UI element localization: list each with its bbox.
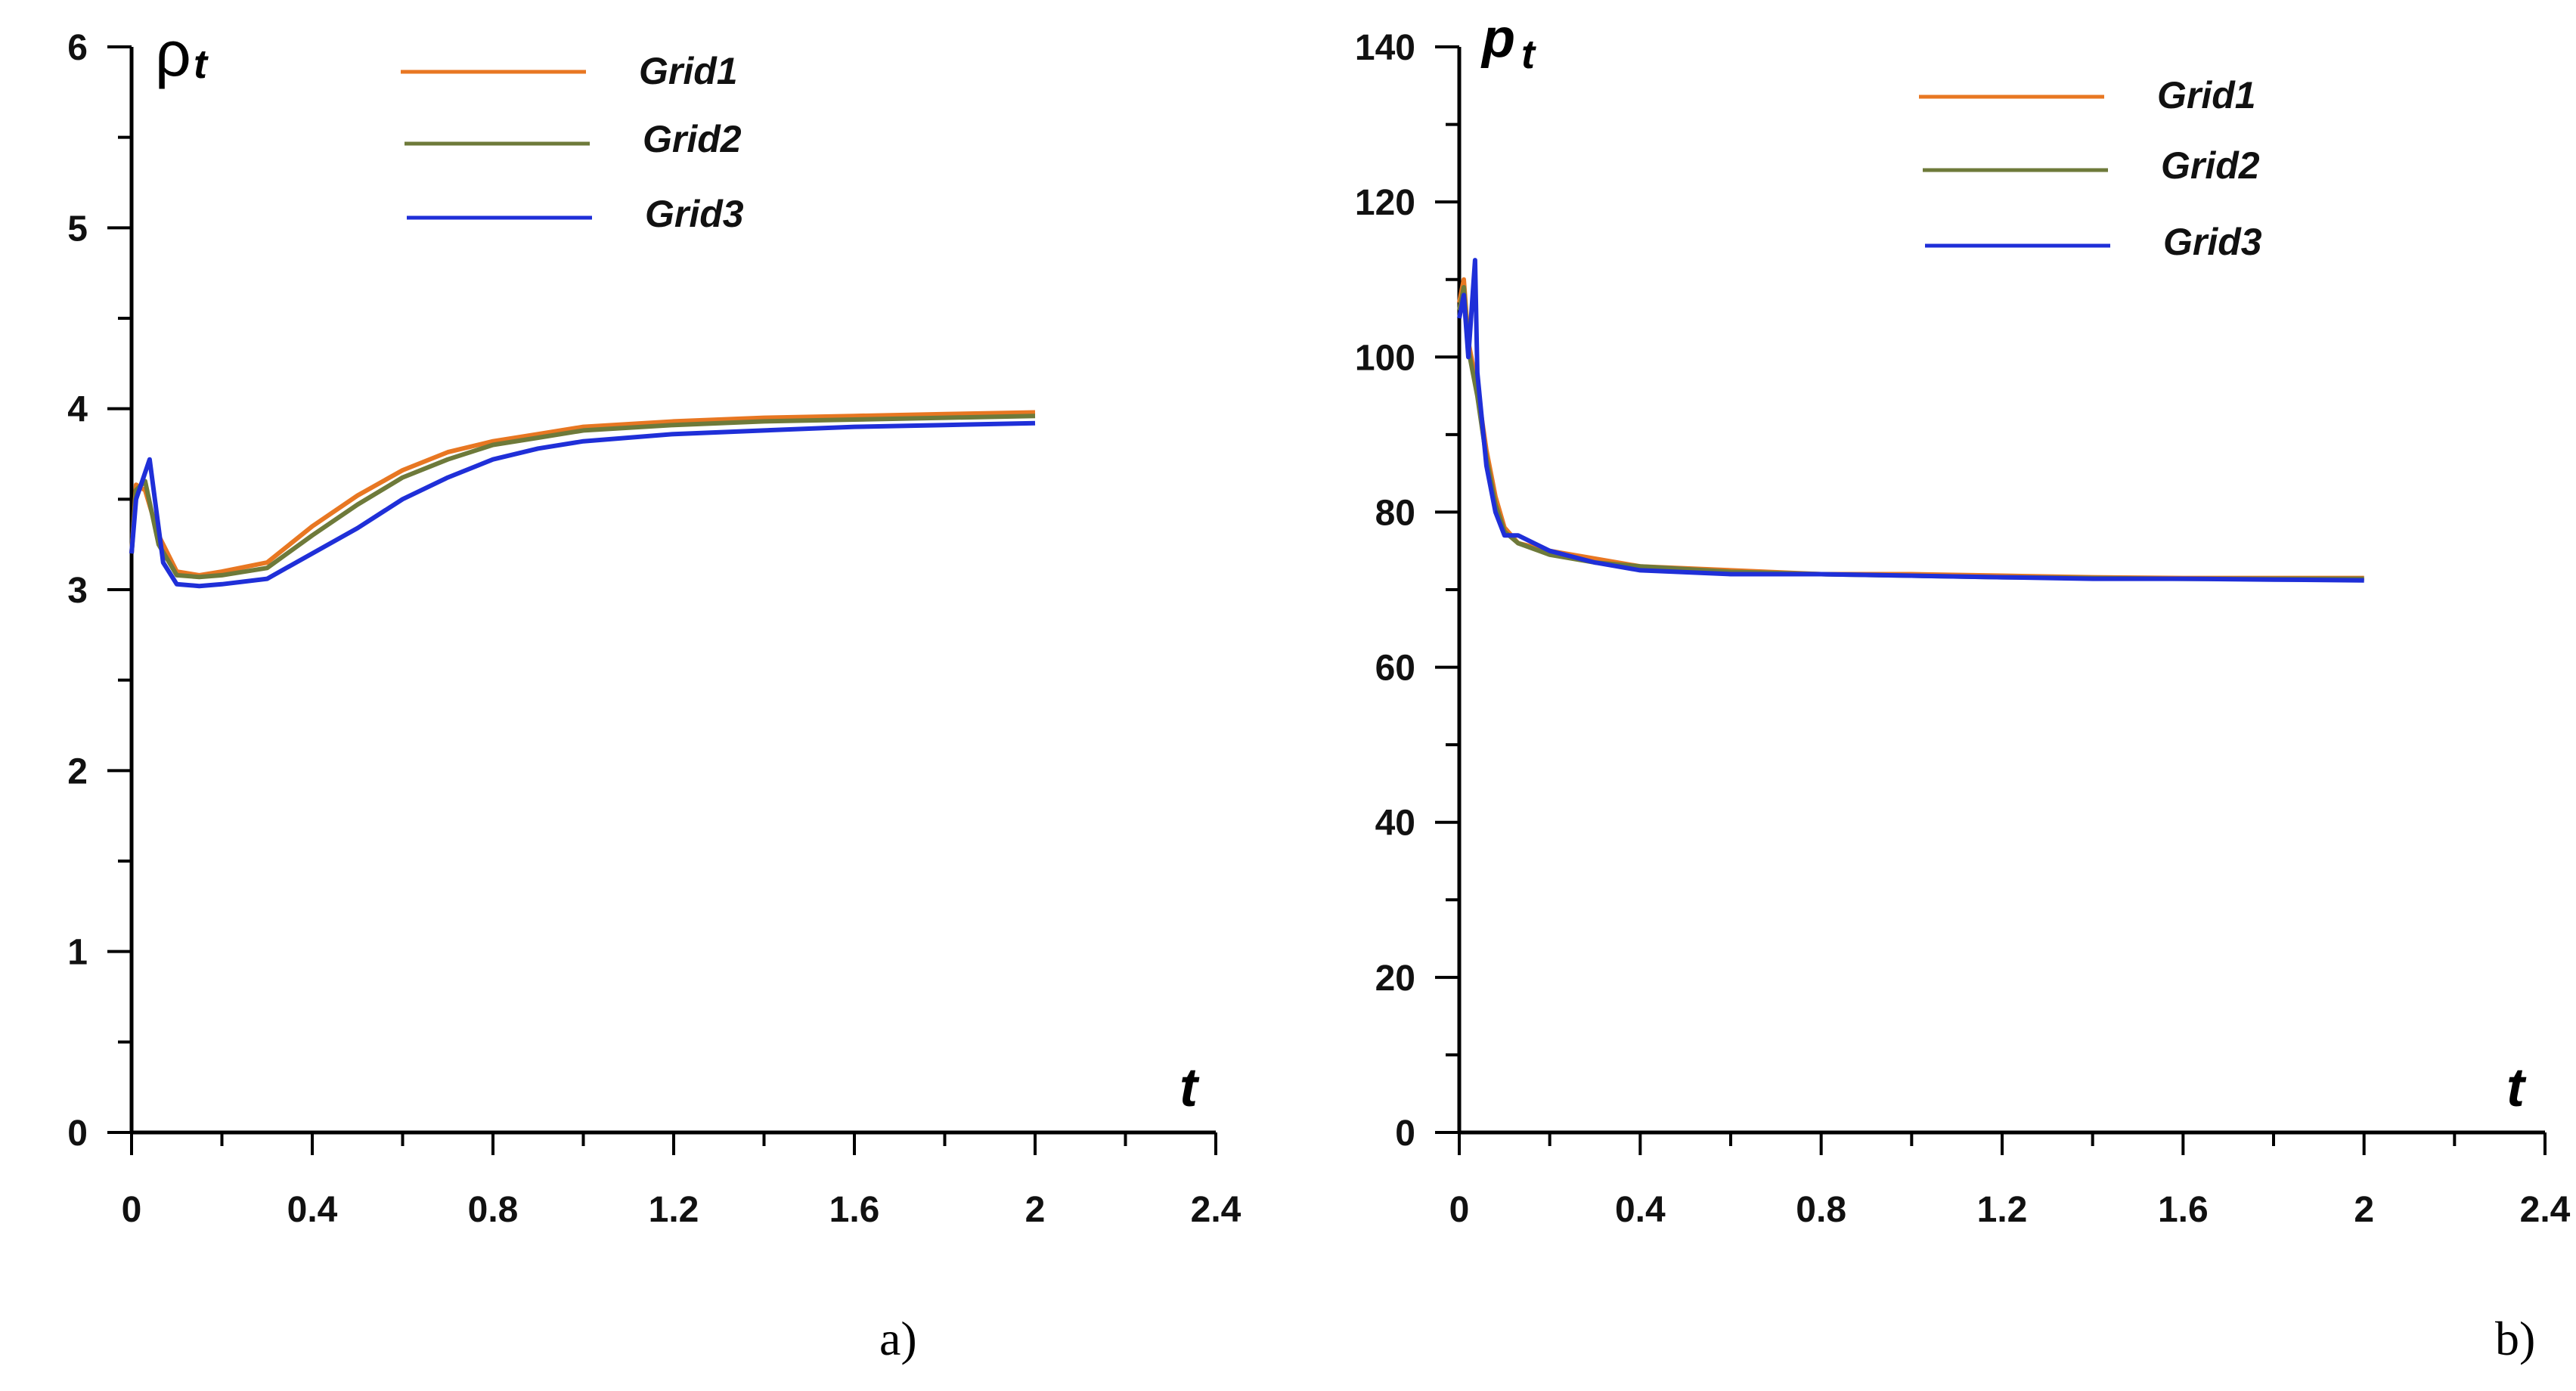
y-tick-label: 3 [67,571,88,611]
y-tick-label: 4 [67,390,88,430]
x-tick-label: 1.6 [2158,1190,2209,1230]
y-tick-label: 60 [1375,649,1415,689]
y-tick-label: 5 [67,209,88,249]
x-tick-label: 0.8 [468,1190,519,1230]
y-axis-label-subscript: t [194,42,209,87]
chart-panel-a: Grid1 Grid2 Grid3 ρ t t a) 0 0.4 0.8 1.2 1.6… [67,18,1241,1365]
y-axis-label: p [1480,8,1515,69]
series-line-grid2 [1457,285,2364,581]
x-tick-label: 2.4 [2520,1190,2571,1230]
x-tick-label: 2 [1025,1190,1046,1230]
x-tick-label: 1.2 [649,1190,699,1230]
x-tick-label: 0.8 [1796,1190,1846,1230]
panel-caption: b) [2495,1312,2535,1365]
series-line-grid3 [129,420,1036,589]
legend-label-grid2: Grid2 [2161,144,2260,187]
y-tick-label: 40 [1375,804,1415,844]
y-tick-label: 120 [1355,183,1415,223]
legend-label-grid1: Grid1 [639,50,738,92]
legend-label-grid1: Grid1 [2157,74,2256,116]
y-axis-label-subscript: t [1521,32,1536,77]
axes: 0 0.4 0.8 1.2 1.6 2 2.4 0 20 40 60 80 100 120 140 [1355,28,2571,1230]
x-tick-label: 1.2 [1977,1190,2028,1230]
x-axis-label: t [2506,1058,2527,1118]
x-tick-label: 0.4 [1615,1190,1666,1230]
y-tick-label: 80 [1375,493,1415,533]
series-line-grid1 [1457,277,2364,581]
y-tick-label: 2 [67,751,88,792]
x-tick-label: 0 [1449,1190,1470,1230]
y-axis-label: ρ [155,18,191,89]
y-tick-label: 1 [67,933,88,973]
y-tick-label: 0 [1395,1114,1415,1154]
y-tick-label: 6 [67,28,88,68]
x-tick-label: 2.4 [1191,1190,1242,1230]
legend: Grid1 Grid2 Grid3 [401,50,744,235]
x-tick-label: 1.6 [829,1190,880,1230]
y-tick-label: 20 [1375,959,1415,999]
x-tick-label: 2 [2354,1190,2374,1230]
x-tick-label: 0.4 [287,1190,338,1230]
y-tick-label: 0 [67,1114,88,1154]
x-axis-label: t [1180,1058,1200,1118]
legend-label-grid2: Grid2 [643,118,742,160]
y-tick-label: 140 [1355,28,1415,68]
x-tick-label: 0 [122,1190,142,1230]
series-line-grid3 [1457,258,2364,583]
series-line-grid1 [129,410,1036,578]
legend: Grid1 Grid2 Grid3 [1919,74,2262,263]
y-tick-label: 100 [1355,338,1415,378]
axes: 0 0.4 0.8 1.2 1.6 2 2.4 0 1 2 3 4 5 6 [67,28,1241,1230]
panel-caption: a) [879,1312,917,1365]
legend-label-grid3: Grid3 [2163,221,2262,263]
legend-label-grid3: Grid3 [645,193,744,235]
chart-panel-b: Grid1 Grid2 Grid3 p t t b) 0 0.4 0.8 1.2 1.6… [1355,8,2571,1365]
